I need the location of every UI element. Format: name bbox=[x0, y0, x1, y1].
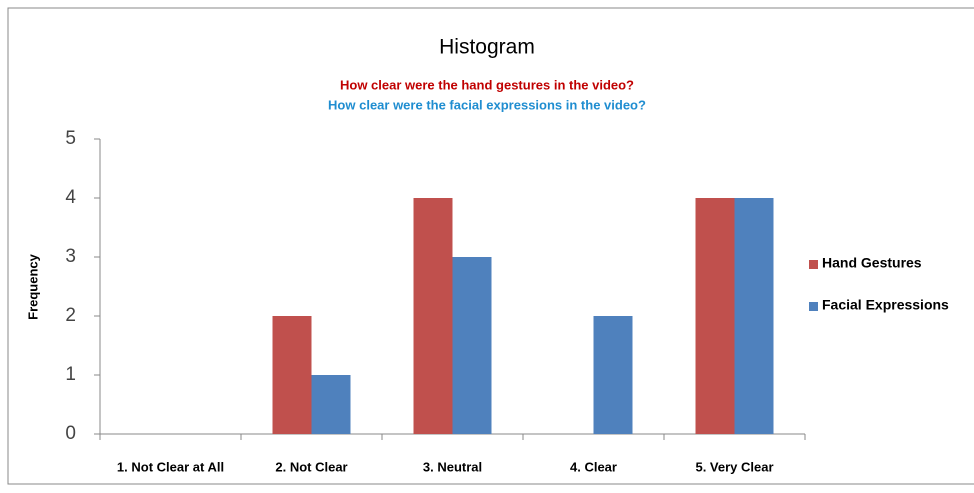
y-tick-label: 0 bbox=[65, 423, 76, 444]
bar bbox=[311, 375, 351, 434]
y-tick-label: 2 bbox=[65, 305, 76, 326]
x-tick-label: 3. Neutral bbox=[423, 459, 482, 474]
y-tick-label: 5 bbox=[65, 128, 76, 149]
x-tick-label: 1. Not Clear at All bbox=[117, 459, 224, 474]
x-tick-label: 4. Clear bbox=[570, 459, 617, 474]
x-tick-label: 5. Very Clear bbox=[695, 459, 773, 474]
bar bbox=[734, 198, 774, 434]
legend-label: Hand Gestures bbox=[822, 255, 922, 271]
chart-frame bbox=[7, 7, 974, 485]
legend-label: Facial Expressions bbox=[822, 297, 949, 313]
chart-subtitle: How clear were the hand gestures in the … bbox=[340, 77, 634, 92]
y-tick-label: 3 bbox=[65, 246, 76, 267]
chart-title: Histogram bbox=[439, 36, 535, 59]
bar bbox=[695, 198, 735, 434]
y-axis-label: Frequency bbox=[25, 253, 40, 320]
chart-subtitle: How clear were the facial expressions in… bbox=[328, 97, 646, 112]
bar bbox=[272, 316, 312, 434]
y-tick-label: 1 bbox=[65, 364, 76, 385]
legend-swatch bbox=[809, 260, 818, 269]
y-tick-label: 4 bbox=[65, 187, 76, 208]
x-tick-label: 2. Not Clear bbox=[275, 459, 347, 474]
bar bbox=[593, 316, 633, 434]
legend-swatch bbox=[809, 302, 818, 311]
bar bbox=[413, 198, 453, 434]
bar bbox=[452, 257, 492, 434]
